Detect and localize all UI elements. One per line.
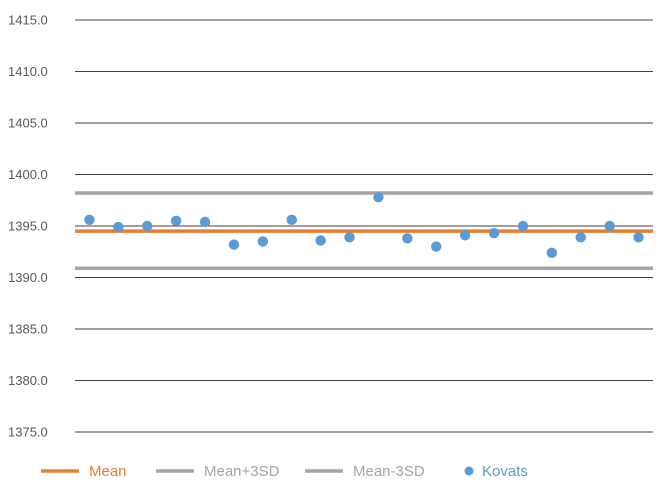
legend-label: Kovats — [482, 463, 528, 480]
y-tick-label: 1405.0 — [8, 116, 48, 131]
y-tick-label: 1375.0 — [8, 425, 48, 440]
kovats-point — [170, 215, 182, 227]
kovats-point — [546, 247, 558, 258]
legend: Mean Mean+3SD Mean-3SD Kovats — [41, 463, 528, 480]
y-axis-tick-labels: 1375.0 1380.0 1385.0 1390.0 1395.0 1400.0 1405… — [8, 13, 48, 440]
kovats-point — [431, 241, 442, 252]
y-tick-label: 1410.0 — [8, 64, 48, 79]
y-tick-label: 1385.0 — [8, 322, 48, 337]
y-tick-label: 1380.0 — [8, 373, 48, 388]
kovats-point — [113, 221, 124, 233]
kovats-point — [604, 220, 615, 232]
kovats-point — [84, 214, 95, 226]
y-tick-label: 1390.0 — [8, 270, 48, 285]
kovats-point — [315, 235, 326, 246]
y-tick-label: 1415.0 — [8, 13, 48, 28]
y-tick-label: 1400.0 — [8, 167, 48, 182]
legend-label: Mean+3SD — [204, 463, 280, 480]
kovats-point — [402, 233, 413, 244]
kovats-point — [142, 220, 153, 232]
kovats-point — [199, 216, 211, 228]
legend-swatch — [464, 466, 474, 476]
kovats-point — [257, 236, 269, 247]
legend-label: Mean — [89, 463, 127, 480]
kovats-point — [228, 239, 240, 250]
series-lines — [75, 191, 653, 270]
kovats-point — [459, 230, 471, 241]
kovats-point — [488, 228, 500, 239]
gridlines — [75, 19, 653, 433]
kovats-point — [373, 191, 384, 203]
kovats-point — [575, 232, 586, 243]
kovats-point — [633, 232, 644, 243]
legend-label: Mean-3SD — [353, 463, 425, 480]
y-tick-label: 1395.0 — [8, 219, 48, 234]
kovats-point — [286, 214, 297, 226]
kovats-point — [344, 232, 355, 243]
kovats-point — [517, 220, 529, 232]
kovats-points — [84, 191, 644, 258]
